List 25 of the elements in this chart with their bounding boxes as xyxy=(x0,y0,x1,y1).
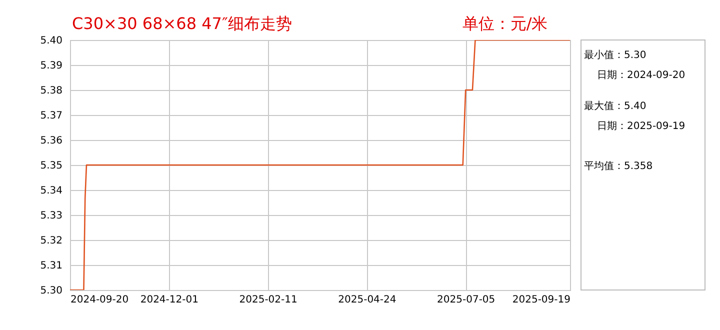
y-tick-label: 5.39 xyxy=(40,60,62,72)
text: 日期：2024-09-20 xyxy=(597,69,686,81)
y-tick-label: 5.34 xyxy=(40,186,62,196)
y-tick-label: 5.31 xyxy=(40,260,62,272)
y-tick-label: 5.32 xyxy=(40,236,62,246)
x-tick-label: 2025-02-11 xyxy=(239,294,298,306)
y-tick-label: 5.35 xyxy=(40,160,62,172)
y-tick-label: 5.30 xyxy=(40,286,62,296)
chart-title: C30×30 68×68 47″细布走势 xyxy=(72,14,292,33)
chart-subtitle: 单位：元/米 xyxy=(462,14,548,33)
text: 日期：2025-09-19 xyxy=(597,120,686,132)
x-tick-label: 2025-07-05 xyxy=(437,294,496,306)
y-tick-label: 5.33 xyxy=(40,210,62,222)
y-tick-label: 5.40 xyxy=(40,36,62,46)
text: 最小值：5.30 xyxy=(584,49,646,61)
text: 最大值：5.40 xyxy=(584,100,646,112)
y-tick-label: 5.38 xyxy=(40,86,62,96)
text: 平均值：5.358 xyxy=(584,160,653,172)
y-tick-label: 5.36 xyxy=(40,136,62,146)
x-tick-label: 2025-04-24 xyxy=(338,294,396,306)
x-tick-label: 2024-09-20 xyxy=(70,294,129,306)
y-tick-label: 5.37 xyxy=(40,110,62,122)
line-series xyxy=(70,40,570,290)
x-tick-label: 2024-12-01 xyxy=(140,294,198,306)
x-tick-label: 2025-09-19 xyxy=(512,294,570,306)
